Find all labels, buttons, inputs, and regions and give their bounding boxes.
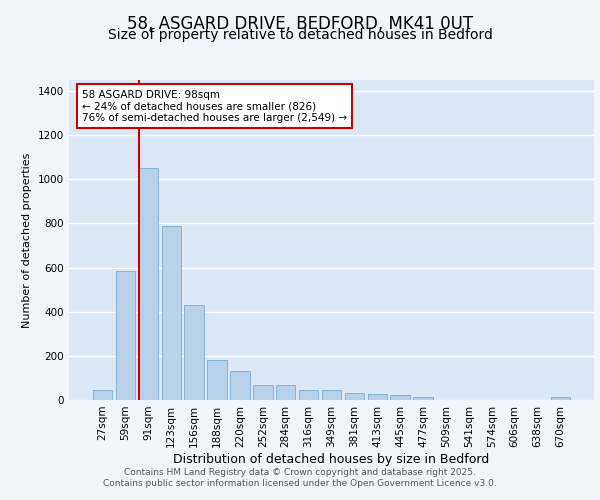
Bar — [322, 390, 341, 400]
Bar — [230, 372, 250, 400]
Text: Size of property relative to detached houses in Bedford: Size of property relative to detached ho… — [107, 28, 493, 42]
Text: Contains HM Land Registry data © Crown copyright and database right 2025.
Contai: Contains HM Land Registry data © Crown c… — [103, 468, 497, 487]
Bar — [116, 271, 135, 400]
Bar — [551, 398, 570, 400]
Bar — [184, 305, 204, 400]
Bar — [161, 226, 181, 400]
X-axis label: Distribution of detached houses by size in Bedford: Distribution of detached houses by size … — [173, 452, 490, 466]
Bar — [413, 398, 433, 400]
Text: 58, ASGARD DRIVE, BEDFORD, MK41 0UT: 58, ASGARD DRIVE, BEDFORD, MK41 0UT — [127, 15, 473, 33]
Bar — [368, 394, 387, 400]
Y-axis label: Number of detached properties: Number of detached properties — [22, 152, 32, 328]
Bar — [344, 394, 364, 400]
Bar — [299, 390, 319, 400]
Bar — [276, 385, 295, 400]
Bar — [253, 384, 272, 400]
Bar — [391, 395, 410, 400]
Bar — [93, 390, 112, 400]
Text: 58 ASGARD DRIVE: 98sqm
← 24% of detached houses are smaller (826)
76% of semi-de: 58 ASGARD DRIVE: 98sqm ← 24% of detached… — [82, 90, 347, 123]
Bar — [139, 168, 158, 400]
Bar — [208, 360, 227, 400]
